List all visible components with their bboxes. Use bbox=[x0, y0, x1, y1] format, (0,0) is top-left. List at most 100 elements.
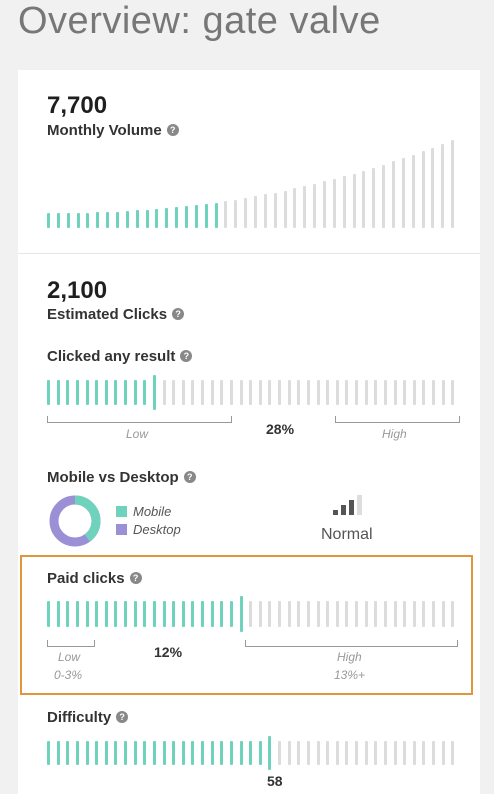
meter-bar bbox=[220, 380, 224, 405]
help-icon[interactable]: ? bbox=[166, 124, 179, 136]
meter-bar bbox=[403, 601, 407, 627]
meter-bar bbox=[382, 165, 386, 228]
meter-bar bbox=[411, 155, 415, 228]
meter-bar bbox=[172, 741, 176, 765]
estimated-clicks-label-text: Estimated Clicks bbox=[47, 306, 168, 323]
meter-bar bbox=[283, 191, 287, 228]
meter-bar bbox=[56, 380, 60, 405]
meter-bar bbox=[332, 179, 336, 228]
meter-bar bbox=[143, 380, 147, 405]
meter-bar bbox=[393, 741, 397, 765]
help-icon[interactable]: ? bbox=[129, 572, 142, 584]
monthly-volume-label: Monthly Volume? bbox=[47, 122, 179, 139]
help-icon[interactable]: ? bbox=[116, 711, 129, 723]
meter-bar bbox=[374, 601, 378, 627]
meter-bar bbox=[432, 601, 436, 627]
meter-bar bbox=[412, 601, 416, 627]
meter-bar bbox=[422, 601, 426, 627]
meter-bar bbox=[355, 601, 359, 627]
meter-bar bbox=[165, 208, 169, 228]
meter-bar bbox=[191, 741, 195, 765]
meter-bar bbox=[268, 736, 272, 770]
meter-bar bbox=[239, 380, 243, 405]
meter-bar bbox=[258, 741, 262, 765]
meter-bar bbox=[162, 601, 166, 627]
meter-bar bbox=[172, 601, 176, 627]
meter-bar bbox=[412, 380, 416, 405]
meter-bar bbox=[66, 741, 70, 765]
meter-bar bbox=[75, 601, 79, 627]
meter-bar bbox=[273, 193, 277, 228]
meter-bar bbox=[374, 741, 378, 765]
meter-bar bbox=[355, 380, 359, 405]
meter-bar bbox=[76, 213, 80, 228]
meter-bar bbox=[104, 380, 108, 405]
difficulty-label: Difficulty? bbox=[47, 709, 129, 726]
meter-bar bbox=[441, 741, 445, 765]
signal-strength-icon bbox=[333, 495, 373, 515]
meter-bar bbox=[181, 380, 185, 405]
meter-bar bbox=[75, 741, 79, 765]
meter-bar bbox=[229, 741, 233, 765]
meter-bar bbox=[152, 741, 156, 765]
meter-bar bbox=[56, 213, 60, 228]
paid-clicks-percent: 12% bbox=[154, 644, 183, 660]
meter-bar bbox=[326, 601, 330, 627]
meter-bar bbox=[393, 601, 397, 627]
meter-bar bbox=[278, 380, 282, 405]
paid-clicks-meter bbox=[47, 596, 461, 632]
help-icon[interactable]: ? bbox=[172, 308, 185, 320]
meter-bar bbox=[297, 741, 301, 765]
paid-clicks-label: Paid clicks? bbox=[47, 570, 142, 587]
mobile-desktop-donut-chart bbox=[49, 495, 101, 547]
meter-bar bbox=[172, 380, 176, 405]
meter-bar bbox=[66, 213, 70, 228]
meter-bar bbox=[372, 168, 376, 228]
meter-bar bbox=[220, 601, 224, 627]
meter-bar bbox=[191, 601, 195, 627]
meter-bar bbox=[155, 209, 159, 228]
meter-bar bbox=[421, 151, 425, 228]
paid-low-label: Low bbox=[58, 650, 81, 664]
meter-bar bbox=[56, 601, 60, 627]
signal-level-text: Normal bbox=[321, 526, 373, 543]
meter-bar bbox=[335, 741, 339, 765]
meter-bar bbox=[47, 380, 50, 405]
legend-desktop-text: Desktop bbox=[133, 522, 181, 537]
meter-bar bbox=[383, 380, 387, 405]
meter-bar bbox=[95, 380, 99, 405]
meter-bar bbox=[201, 741, 205, 765]
difficulty-meter bbox=[47, 736, 461, 770]
meter-bar bbox=[181, 601, 185, 627]
meter-bar bbox=[362, 171, 366, 228]
meter-bar bbox=[297, 380, 301, 405]
meter-bar bbox=[162, 741, 166, 765]
meter-bar bbox=[86, 213, 90, 228]
meter-bar bbox=[263, 194, 267, 228]
meter-bar bbox=[104, 601, 108, 627]
meter-bar bbox=[392, 161, 395, 228]
meter-bar bbox=[335, 380, 339, 405]
meter-bar bbox=[47, 601, 50, 627]
meter-bar bbox=[303, 186, 307, 228]
meter-bar bbox=[326, 741, 330, 765]
meter-bar bbox=[316, 601, 320, 627]
help-icon[interactable]: ? bbox=[183, 471, 196, 483]
monthly-volume-value: 7,700 bbox=[47, 92, 108, 119]
help-icon[interactable]: ? bbox=[180, 350, 193, 362]
desktop-swatch bbox=[116, 524, 127, 535]
meter-bar bbox=[451, 140, 455, 228]
meter-bar bbox=[152, 375, 156, 410]
meter-bar bbox=[143, 741, 147, 765]
page-title: Overview: gate valve bbox=[18, 0, 381, 42]
meter-bar bbox=[95, 601, 99, 627]
meter-bar bbox=[201, 601, 205, 627]
meter-bar bbox=[47, 741, 50, 765]
meter-bar bbox=[441, 380, 445, 405]
meter-bar bbox=[364, 380, 368, 405]
meter-bar bbox=[383, 741, 387, 765]
high-bracket bbox=[245, 640, 458, 647]
paid-clicks-highlight-box bbox=[20, 555, 473, 695]
meter-bar bbox=[441, 144, 445, 228]
meter-bar bbox=[249, 741, 253, 765]
